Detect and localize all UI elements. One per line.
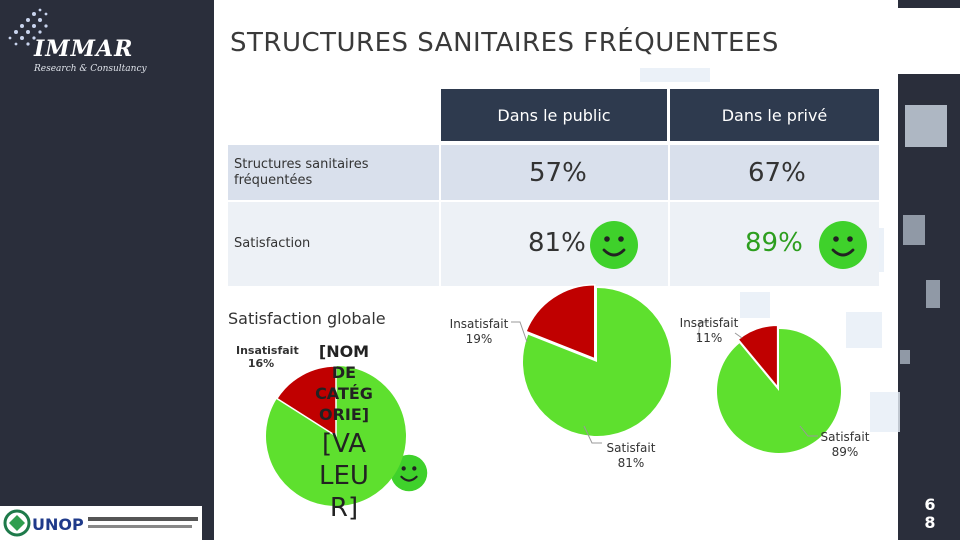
pie-public-unsat-label: Insatisfait 19% <box>440 317 518 347</box>
pie-private <box>717 324 841 453</box>
decor-block <box>640 68 710 82</box>
decor-block <box>905 105 947 147</box>
smiley-icon <box>819 221 867 269</box>
page-number: 6 8 <box>920 496 940 532</box>
value-private-satisfaction: 89% <box>745 228 803 258</box>
decor-block <box>903 215 925 245</box>
smiley-icon <box>590 221 638 269</box>
pie-global-category-label: [NOM DE CATÉG ORIE] <box>315 342 373 424</box>
label-value: 11% <box>695 331 723 345</box>
decor-block <box>740 292 770 318</box>
table-divider <box>668 145 670 286</box>
pie-slice-unsatisfied <box>275 365 337 438</box>
logo-dots-icon <box>8 8 48 46</box>
brand-tagline: Research & Consultancy <box>34 64 147 74</box>
page-title: STRUCTURES SANITAIRES FRÉQUENTEES <box>230 28 779 58</box>
pie-public-sat-label: Satisfait 81% <box>598 441 664 471</box>
pie-global-value-label: [VA LEU R] <box>319 429 369 523</box>
label-name: Insatisfait <box>449 317 509 331</box>
table-row <box>228 145 879 200</box>
label-value: 89% <box>831 445 859 459</box>
label-name: Satisfait <box>606 441 656 455</box>
pie-slice-unsatisfied <box>737 324 779 390</box>
brand-logo: IMMAR <box>34 36 134 62</box>
right-bar-panel <box>898 8 960 74</box>
partner-logo: UNOP <box>0 506 202 540</box>
value-private-structures: 67% <box>748 158 806 188</box>
leader-line <box>697 321 709 341</box>
table-header-public: Dans le public <box>441 89 667 141</box>
table-divider <box>439 145 441 286</box>
value-public-structures: 57% <box>529 158 587 188</box>
value-public-satisfaction: 81% <box>528 228 586 258</box>
leader-line <box>734 332 743 339</box>
table-header-private: Dans le privé <box>670 89 879 141</box>
label-value: 81% <box>617 456 645 470</box>
leader-line <box>511 321 528 343</box>
global-satisfaction-title: Satisfaction globale <box>228 309 386 328</box>
leader-line <box>583 425 602 444</box>
label-name: Satisfait <box>820 430 870 444</box>
decor-block <box>870 392 900 432</box>
pie-slice-unsatisfied <box>524 283 596 360</box>
pie-public <box>523 283 671 436</box>
pie-slice-satisfied <box>523 288 671 436</box>
label-value: 16% <box>247 357 275 370</box>
partner-logo-text: UNOP <box>32 515 84 534</box>
pie-private-unsat-label: Insatisfait 11% <box>670 316 748 346</box>
row-label-structures: Structures sanitaires fréquentées <box>234 157 369 188</box>
row-label-satisfaction: Satisfaction <box>234 236 311 251</box>
page-number-digit: 6 <box>924 495 936 514</box>
pie-global-unsat-label: Insatisfait 16% <box>236 344 299 370</box>
decor-block <box>846 312 882 348</box>
label-name: Insatisfait <box>679 316 739 330</box>
decor-block <box>926 280 940 308</box>
right-bar <box>898 0 960 540</box>
pie-global <box>266 365 406 506</box>
decor-block <box>900 350 910 364</box>
table-row <box>228 202 879 286</box>
pie-private-sat-label: Satisfait 89% <box>812 430 878 460</box>
page-number-digit: 8 <box>924 513 936 532</box>
sidebar: IMMAR Research & Consultancy UNOP <box>0 0 214 540</box>
label-name: Insatisfait <box>236 344 299 357</box>
label-value: 19% <box>465 332 493 346</box>
pie-slice-satisfied <box>717 329 841 453</box>
leader-line <box>799 425 818 437</box>
partner-logo-icon: UNOP <box>3 509 198 537</box>
